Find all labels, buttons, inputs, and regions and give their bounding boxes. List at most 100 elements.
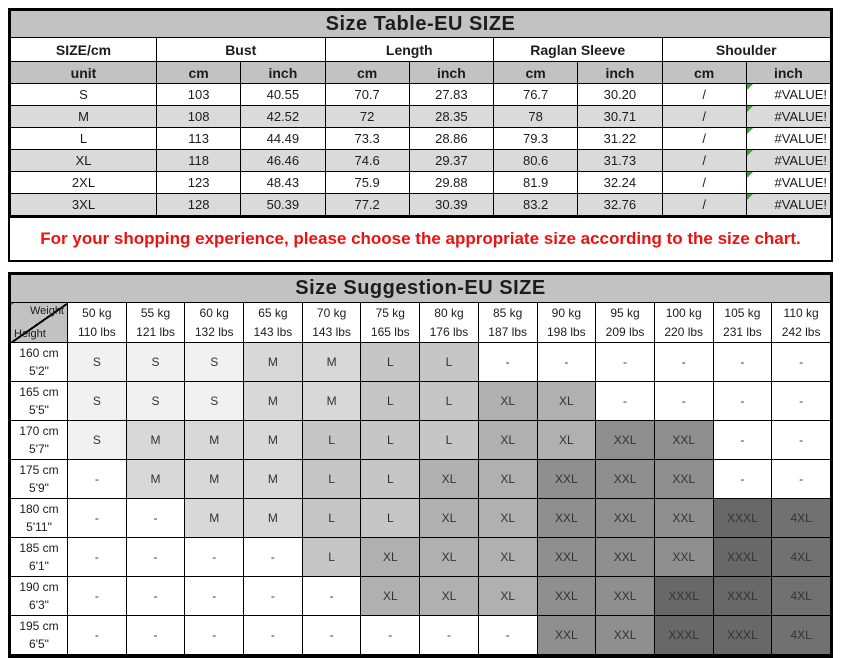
size-suggestion-cell: M bbox=[243, 342, 303, 383]
empty-cell: - bbox=[67, 615, 127, 656]
empty-cell: - bbox=[125, 498, 186, 539]
empty-cell: - bbox=[771, 459, 831, 500]
empty-cell: - bbox=[243, 615, 303, 656]
size-table-title: Size Table-EU SIZE bbox=[10, 10, 831, 38]
empty-cell: - bbox=[536, 342, 597, 383]
size-suggestion-section: Size Suggestion-EU SIZE Weight Height 50… bbox=[8, 272, 833, 658]
weight-header: 65 kg 143 lbs bbox=[243, 301, 303, 344]
height-label: 170 cm 5'7" bbox=[10, 420, 68, 461]
empty-cell: - bbox=[712, 342, 773, 383]
weight-kg: 100 kg bbox=[665, 306, 702, 320]
size-suggestion-table: Size Suggestion-EU SIZE Weight Height 50… bbox=[10, 274, 831, 656]
weight-header: 105 kg 231 lbs bbox=[712, 301, 773, 344]
weight-lbs: 121 lbs bbox=[136, 324, 175, 339]
weight-header: 110 kg 242 lbs bbox=[771, 301, 831, 344]
weight-lbs: 165 lbs bbox=[370, 324, 410, 339]
size-suggestion-cell: 4XL bbox=[771, 537, 831, 578]
size-label: XL bbox=[10, 149, 157, 172]
size-suggestion-cell: L bbox=[301, 537, 362, 578]
measurement-cell: / bbox=[661, 105, 747, 128]
size-suggestion-cell: XL bbox=[477, 537, 538, 578]
unit-cell-inch: inch bbox=[745, 61, 832, 84]
weight-kg: 85 kg bbox=[492, 306, 523, 320]
size-suggestion-cell: XXL bbox=[536, 537, 597, 578]
empty-cell: - bbox=[477, 615, 538, 656]
suggestion-row: 165 cm 5'5" S S S M M L L XL XL - - - - bbox=[10, 381, 831, 422]
size-suggestion-cell: XL bbox=[477, 459, 538, 500]
unit-cell-cm: cm bbox=[155, 61, 242, 84]
empty-cell: - bbox=[653, 381, 714, 422]
size-table: Size Table-EU SIZE SIZE/cm Bust Length R… bbox=[10, 10, 832, 216]
measurement-cell: 113 bbox=[155, 127, 242, 150]
size-suggestion-cell: XXL bbox=[536, 576, 597, 617]
size-label: L bbox=[10, 127, 157, 150]
measurement-cell: 46.46 bbox=[240, 149, 326, 172]
size-suggestion-cell: XL bbox=[477, 576, 538, 617]
size-label: 2XL bbox=[10, 171, 157, 194]
size-suggestion-cell: XL bbox=[477, 498, 538, 539]
empty-cell: - bbox=[360, 615, 421, 656]
measurement-cell: / bbox=[661, 193, 747, 216]
measurement-cell: 30.39 bbox=[408, 193, 495, 216]
measurement-cell: 74.6 bbox=[324, 149, 410, 172]
group-header-bust: Bust bbox=[156, 37, 326, 62]
size-suggestion-cell: XL bbox=[477, 420, 538, 461]
weight-kg: 95 kg bbox=[610, 306, 640, 320]
weight-kg: 65 kg bbox=[258, 306, 288, 320]
weight-header: 100 kg 220 lbs bbox=[653, 301, 714, 344]
height-label: 185 cm 6'1" bbox=[10, 537, 68, 578]
empty-cell: - bbox=[419, 615, 479, 656]
error-cell: #VALUE! bbox=[745, 193, 832, 216]
size-suggestion-cell: M bbox=[184, 459, 245, 500]
height-cm: 180 cm bbox=[19, 502, 59, 517]
size-suggestion-cell: L bbox=[360, 420, 421, 461]
height-cm: 195 cm bbox=[19, 619, 59, 634]
size-table-group-header-row: SIZE/cm Bust Length Raglan Sleeve Should… bbox=[10, 37, 831, 62]
unit-header: unit bbox=[10, 61, 157, 84]
measurement-cell: 80.6 bbox=[492, 149, 579, 172]
measurement-cell: 123 bbox=[155, 171, 242, 194]
empty-cell: - bbox=[712, 381, 773, 422]
size-suggestion-cell: S bbox=[67, 420, 127, 461]
error-cell: #VALUE! bbox=[745, 83, 832, 106]
height-cm: 170 cm bbox=[19, 424, 59, 439]
size-label: M bbox=[10, 105, 157, 128]
measurement-cell: 73.3 bbox=[324, 127, 410, 150]
suggestion-row: 195 cm 6'5" - - - - - - - - XXL XXL XXXL XXXL 4XL bbox=[10, 615, 831, 656]
size-suggestion-cell: XXXL bbox=[712, 615, 773, 656]
error-cell: #VALUE! bbox=[745, 149, 832, 172]
size-row: 2XL 123 48.43 75.9 29.88 81.9 32.24/#VALUE! bbox=[10, 171, 832, 194]
corner-weight-label: Weight bbox=[29, 305, 64, 317]
measurement-cell: 79.3 bbox=[492, 127, 579, 150]
weight-lbs: 143 lbs bbox=[253, 324, 293, 339]
height-label: 160 cm 5'2" bbox=[10, 342, 68, 383]
measurement-cell: 32.24 bbox=[577, 171, 663, 194]
suggestion-row: 170 cm 5'7" S M M M L L L XL XL XXL XXL - - bbox=[10, 420, 831, 461]
size-table-section: Size Table-EU SIZE SIZE/cm Bust Length R… bbox=[8, 8, 833, 262]
measurement-cell: 44.49 bbox=[240, 127, 326, 150]
height-cm: 165 cm bbox=[19, 385, 59, 400]
weight-lbs: 176 lbs bbox=[429, 324, 469, 339]
group-header-raglan-sleeve: Raglan Sleeve bbox=[493, 37, 663, 62]
height-label: 190 cm 6'3" bbox=[10, 576, 68, 617]
measurement-cell: 40.55 bbox=[240, 83, 326, 106]
measurement-cell: 42.52 bbox=[240, 105, 326, 128]
weight-header: 80 kg 176 lbs bbox=[419, 301, 479, 344]
measurement-cell: 29.88 bbox=[408, 171, 495, 194]
measurement-cell: / bbox=[661, 127, 747, 150]
unit-cell-cm: cm bbox=[661, 61, 747, 84]
height-ft: 5'5" bbox=[29, 403, 49, 418]
size-suggestion-cell: XXXL bbox=[653, 615, 714, 656]
weight-header: 60 kg 132 lbs bbox=[184, 301, 245, 344]
size-suggestion-cell: S bbox=[184, 381, 245, 422]
measurement-cell: 81.9 bbox=[492, 171, 579, 194]
height-label: 180 cm 5'11" bbox=[10, 498, 68, 539]
size-suggestion-cell: M bbox=[184, 498, 245, 539]
measurement-cell: 78 bbox=[492, 105, 579, 128]
empty-cell: - bbox=[67, 498, 127, 539]
measurement-cell: 28.86 bbox=[408, 127, 495, 150]
height-cm: 160 cm bbox=[19, 346, 59, 361]
size-label: S bbox=[10, 83, 157, 106]
measurement-cell: 75.9 bbox=[324, 171, 410, 194]
size-suggestion-cell: XXXL bbox=[712, 498, 773, 539]
